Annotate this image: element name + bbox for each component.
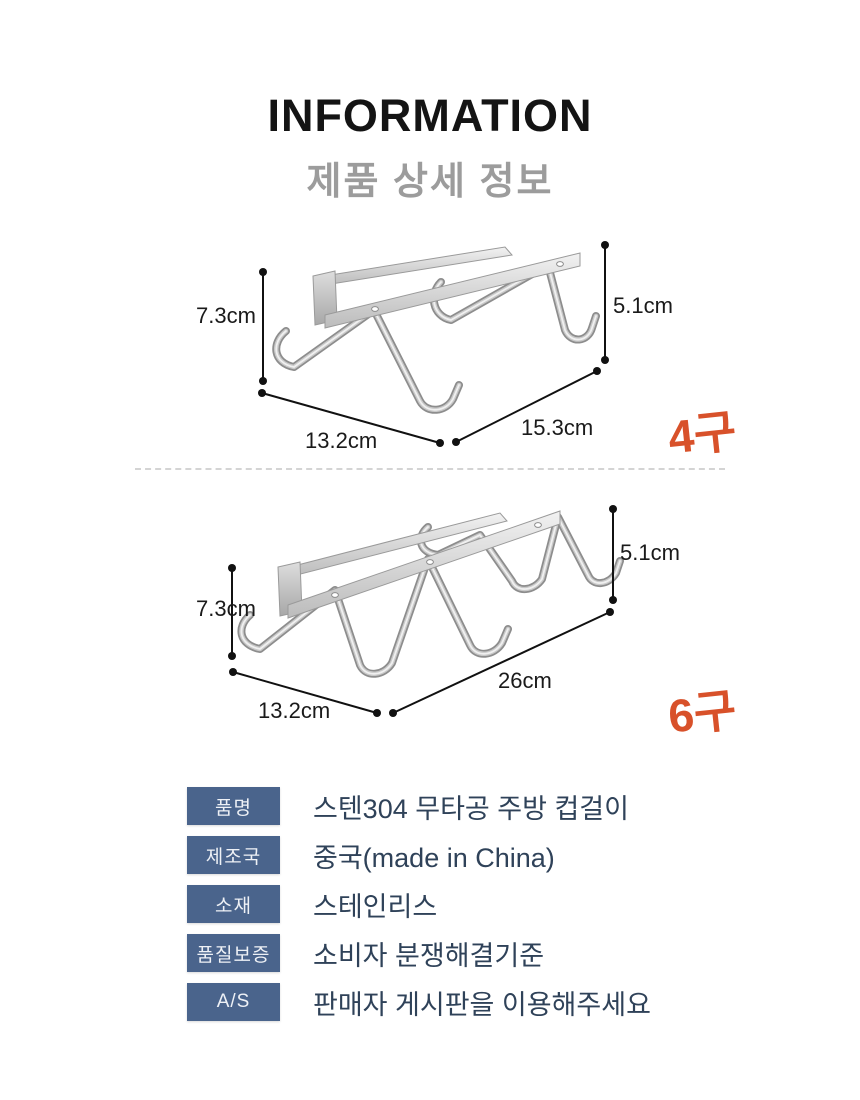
screw-hole <box>371 306 379 312</box>
dim-width: 26cm <box>498 668 552 693</box>
hook-count-label: 4구 <box>665 404 739 464</box>
spec-value: 스텐304 무타공 주방 컵걸이 <box>313 793 629 824</box>
dim-hook-height: 5.1cm <box>620 540 680 565</box>
spec-label-badge: 제조국 <box>187 836 280 874</box>
spec-label-badge: 소재 <box>187 885 280 923</box>
main-rail <box>324 252 581 329</box>
dim-hook-height: 5.1cm <box>613 293 673 318</box>
page-subtitle: 제품 상세 정보 <box>306 161 554 203</box>
page-title: INFORMATION <box>267 90 593 141</box>
spec-row-country: 제조국 중국(made in China) <box>187 836 651 874</box>
spec-value: 중국(made in China) <box>313 842 555 873</box>
spec-value: 스테인리스 <box>313 891 438 922</box>
dim-side-height: 7.3cm <box>196 596 256 621</box>
dim-width: 15.3cm <box>521 415 594 440</box>
back-hook-wire <box>416 513 624 593</box>
dim-side-height: 7.3cm <box>196 303 256 328</box>
spec-row-material: 소재 스테인리스 <box>187 885 651 923</box>
spec-label-badge: 품명 <box>187 787 280 825</box>
spec-row-warranty: 품질보증 소비자 분쟁해결기준 <box>187 934 651 972</box>
diagram-6-hook: 7.3cm 5.1cm 13.2cm 26cm 6구 <box>130 495 750 742</box>
spec-value: 소비자 분쟁해결기준 <box>313 940 545 971</box>
dimension-lines <box>228 505 617 717</box>
dim-depth: 13.2cm <box>305 428 378 453</box>
screw-hole <box>426 559 434 565</box>
main-rail <box>287 510 561 619</box>
dimension-lines <box>258 241 609 447</box>
cup-hanger-6-illustration <box>228 505 624 717</box>
dashed-divider <box>135 468 725 470</box>
spec-label-badge: 품질보증 <box>187 934 280 972</box>
screw-hole <box>534 522 542 528</box>
front-hook-wire <box>272 306 463 414</box>
spec-row-as: A/S 판매자 게시판을 이용해주세요 <box>187 983 651 1021</box>
screw-hole <box>556 261 564 267</box>
hook-count-label: 6구 <box>665 683 739 743</box>
spec-table: 품명 스텐304 무타공 주방 컵걸이 제조국 중국(made in China… <box>187 787 651 1032</box>
spec-value: 판매자 게시판을 이용해주세요 <box>313 989 651 1020</box>
spec-label-badge: A/S <box>187 983 280 1021</box>
screw-hole <box>331 592 339 598</box>
cup-hanger-4-illustration <box>258 241 609 447</box>
spec-row-product-name: 품명 스텐304 무타공 주방 컵걸이 <box>187 787 651 825</box>
dim-depth: 13.2cm <box>258 698 331 723</box>
front-hook-wire <box>237 555 512 678</box>
diagram-4-hook: 7.3cm 5.1cm 13.2cm 15.3cm 4구 <box>130 230 750 465</box>
